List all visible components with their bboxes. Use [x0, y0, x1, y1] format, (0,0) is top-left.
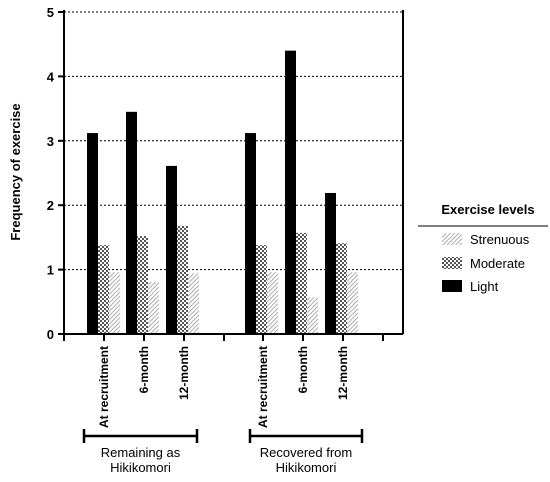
y-tick-label: 5: [47, 5, 54, 20]
y-tick-label: 4: [47, 69, 55, 84]
bar-light-5: [325, 192, 336, 334]
y-tick-label: 2: [47, 198, 54, 213]
y-tick-label: 3: [47, 134, 54, 149]
y-tick-label: 0: [47, 327, 54, 342]
bar-moderate-5: [336, 243, 347, 334]
legend-label-moderate: Moderate: [470, 256, 525, 271]
legend: Exercise levels Strenuous Moderate Light: [418, 202, 548, 294]
bar-strenuous-3: [267, 272, 278, 334]
bar-moderate-1: [137, 236, 148, 334]
x-tick-label: 12-month: [177, 346, 191, 400]
bar-strenuous-5: [347, 272, 358, 334]
x-tick-label: 6-month: [137, 346, 151, 393]
legend-label-light: Light: [470, 279, 499, 294]
bar-strenuous-0: [109, 272, 120, 334]
group-brackets: Remaining as Hikikomori Recovered from Hiki…: [82, 429, 364, 475]
x-tick-label: 6-month: [296, 346, 310, 393]
bar-moderate-4: [296, 232, 307, 334]
y-tick-label: 1: [47, 263, 54, 278]
bar-light-3: [245, 133, 256, 334]
bar-strenuous-2: [188, 273, 199, 334]
bar-strenuous-1: [148, 281, 159, 334]
x-tick-label: At recruitment: [97, 346, 111, 428]
legend-title: Exercise levels: [441, 202, 534, 217]
bar-moderate-2: [177, 225, 188, 334]
y-ticks: 0 1 2 3 4 5: [47, 5, 64, 342]
axes: [63, 10, 404, 335]
legend-swatch-light: [442, 280, 462, 292]
bar-moderate-3: [256, 245, 267, 334]
group-label: Remaining as Hikikomori: [101, 445, 181, 475]
x-tick-label: 12-month: [336, 346, 350, 400]
legend-items: Strenuous Moderate Light: [442, 232, 530, 294]
bar-strenuous-4: [307, 297, 318, 334]
gridlines: [64, 11, 403, 271]
y-axis-label: Frequency of exercise: [8, 103, 23, 240]
bar-light-2: [166, 165, 177, 334]
bar-light-1: [126, 111, 137, 334]
bars: [87, 50, 358, 334]
legend-label-strenuous: Strenuous: [470, 232, 530, 247]
bar-moderate-0: [98, 245, 109, 334]
legend-swatch-strenuous: [442, 233, 462, 245]
group-label: Recovered from Hikikomori: [260, 445, 352, 475]
x-tick-label: At recruitment: [256, 346, 270, 428]
legend-swatch-moderate: [442, 257, 462, 269]
bar-light-0: [87, 133, 98, 334]
bar-light-4: [285, 50, 296, 334]
x-ticks: At recruitment 6-month 12-month At recruitm…: [63, 334, 384, 428]
